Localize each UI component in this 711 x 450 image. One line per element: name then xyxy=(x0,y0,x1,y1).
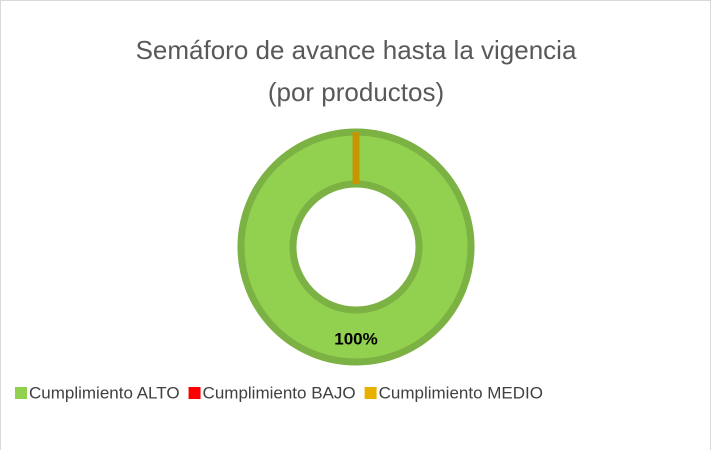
legend-label: Cumplimiento MEDIO xyxy=(379,383,543,402)
donut-segment xyxy=(237,128,475,366)
legend-label: Cumplimiento ALTO xyxy=(29,383,180,402)
legend-swatch xyxy=(364,387,377,399)
legend-label: Cumplimiento BAJO xyxy=(203,383,356,402)
data-label: 100% xyxy=(334,329,377,348)
legend-swatch xyxy=(188,387,201,399)
chart-title: Semáforo de avance hasta la vigencia xyxy=(136,35,577,65)
legend-swatch xyxy=(15,387,27,399)
chart-title: (por productos) xyxy=(268,77,444,107)
